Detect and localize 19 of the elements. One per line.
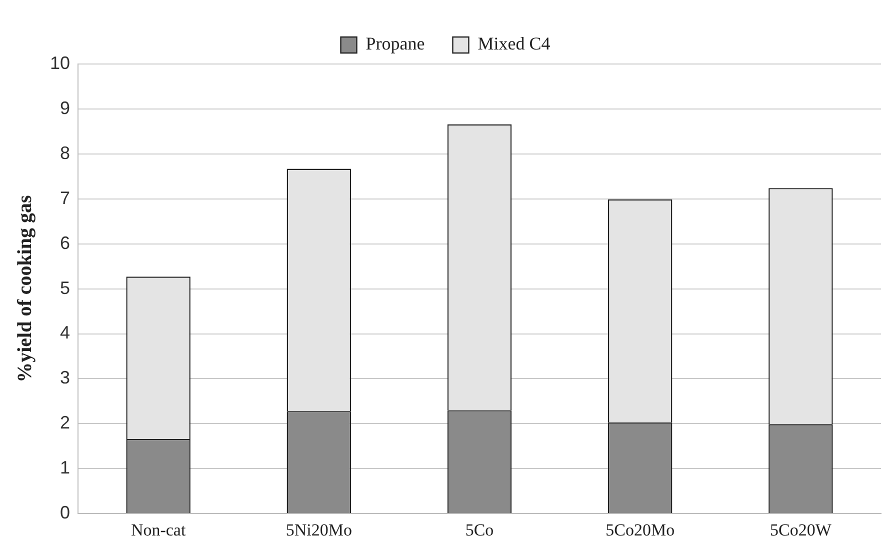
y-tick-label: 7: [60, 188, 70, 208]
y-axis-title: %yield of cooking gas: [14, 194, 36, 382]
x-tick-label: 5Co: [465, 520, 494, 540]
legend-label: Mixed C4: [478, 34, 550, 54]
y-tick-label: 4: [60, 322, 70, 343]
y-tick-label: 1: [60, 458, 70, 478]
x-tick-label: 5Co20Mo: [606, 520, 675, 540]
y-tick-label: 9: [60, 98, 70, 118]
y-tick-label: 5: [60, 278, 70, 298]
y-tick-label: 6: [60, 232, 70, 253]
y-tick-label: 0: [60, 502, 70, 523]
x-tick-label: 5Co20W: [770, 520, 832, 540]
y-tick-label: 3: [60, 368, 70, 388]
y-tick-label: 10: [50, 52, 70, 73]
y-tick-label: 8: [60, 142, 70, 163]
y-tick-label: 2: [60, 412, 70, 433]
x-tick-label: 5Ni20Mo: [286, 520, 352, 540]
legend-label: Propane: [366, 34, 425, 54]
x-tick-label: Non-cat: [130, 520, 186, 540]
